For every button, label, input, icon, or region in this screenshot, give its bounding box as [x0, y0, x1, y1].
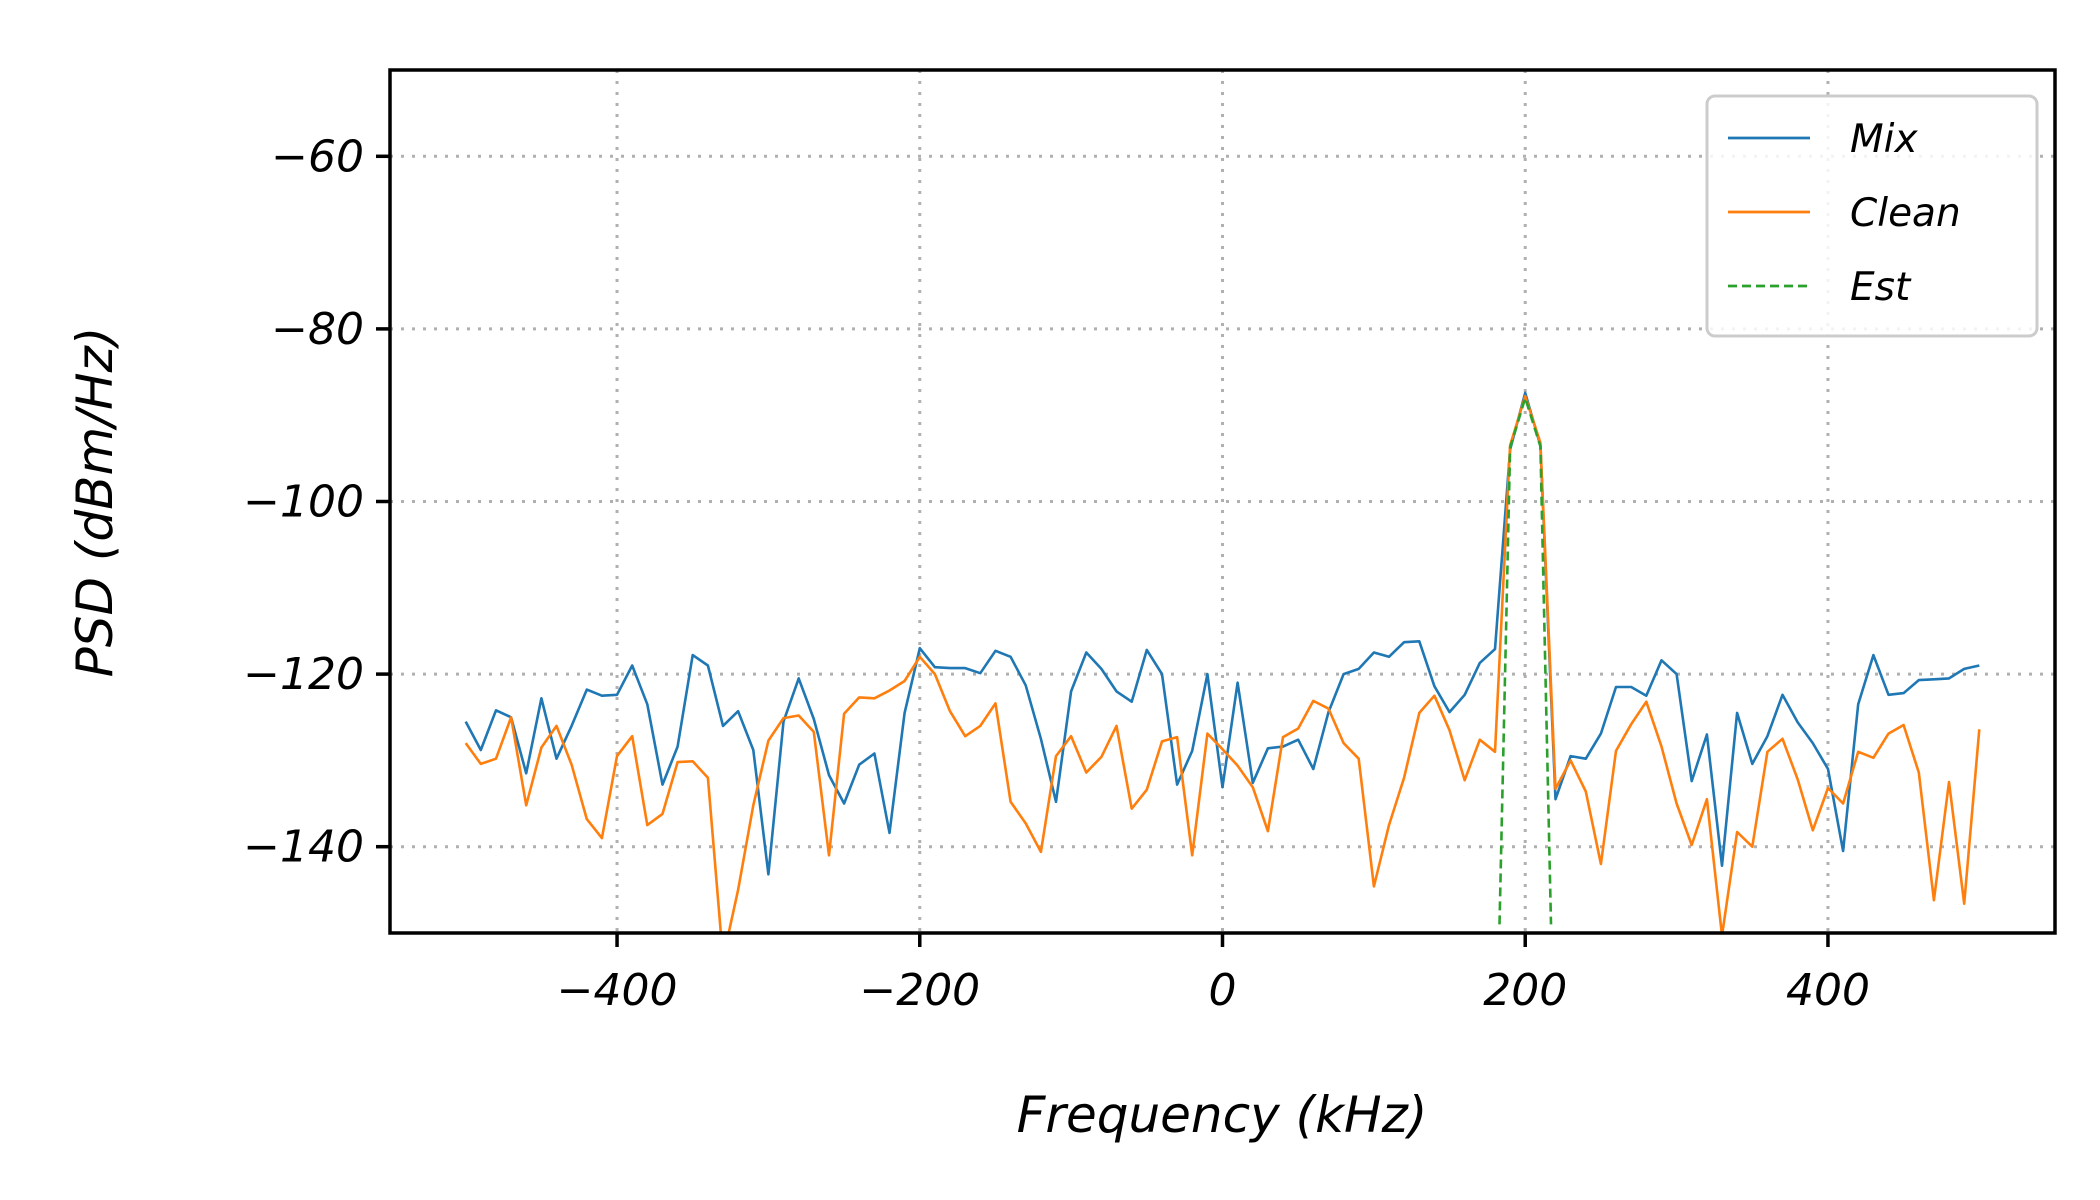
legend: Mix Clean Est — [1705, 94, 2039, 338]
y-axis-label: PSD (dBm/Hz) — [66, 327, 124, 678]
x-tick-label: 0 — [1209, 965, 1237, 1016]
y-tick-label: −80 — [271, 304, 364, 355]
legend-label-est: Est — [1850, 265, 1912, 310]
y-tick-label: −120 — [243, 649, 364, 700]
legend-box — [1705, 94, 2039, 338]
grid — [390, 70, 2055, 933]
x-tick-label: −400 — [557, 965, 678, 1016]
series-line-clean — [464, 394, 1981, 933]
x-axis-label: Frequency (kHz) — [1017, 1086, 1428, 1144]
legend-label-clean: Clean — [1850, 191, 1961, 236]
y-tick-label: −60 — [271, 131, 364, 182]
y-tick-label: −140 — [243, 822, 364, 873]
x-tick-label: 200 — [1483, 965, 1567, 1016]
x-tick-label: 400 — [1786, 965, 1870, 1016]
x-tick-label: −200 — [859, 965, 980, 1016]
legend-label-mix: Mix — [1850, 117, 1918, 162]
ticks: −400 −200 0 200 400 −60 −80 −100 −120 −140 — [243, 131, 1870, 1016]
series-line-mix — [464, 391, 1980, 876]
y-tick-label: −100 — [243, 477, 364, 528]
plot-area — [464, 391, 1981, 933]
